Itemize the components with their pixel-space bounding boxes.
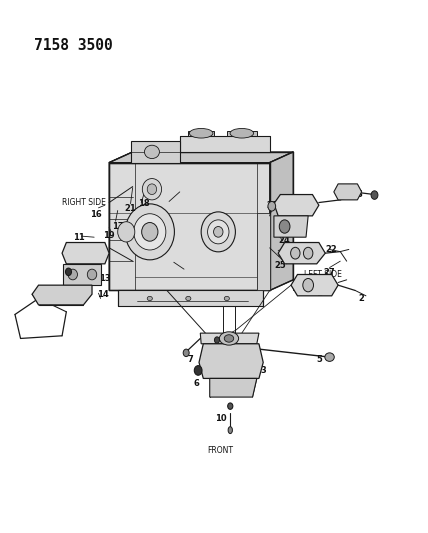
Text: 3: 3 <box>260 366 266 375</box>
Text: 19: 19 <box>103 231 115 240</box>
Text: 24: 24 <box>279 237 291 245</box>
Ellipse shape <box>201 212 235 252</box>
Text: 30: 30 <box>211 338 222 346</box>
Ellipse shape <box>147 184 157 195</box>
Text: 29: 29 <box>266 201 278 209</box>
Ellipse shape <box>186 296 191 301</box>
Ellipse shape <box>142 223 158 241</box>
Ellipse shape <box>68 269 77 280</box>
Text: 12: 12 <box>73 254 85 263</box>
Ellipse shape <box>291 247 300 259</box>
Polygon shape <box>109 152 133 290</box>
Text: 21: 21 <box>125 205 137 213</box>
Text: 1: 1 <box>316 289 322 297</box>
Text: 27: 27 <box>324 269 336 277</box>
Ellipse shape <box>214 337 220 343</box>
Ellipse shape <box>325 353 334 361</box>
Text: 20: 20 <box>62 269 74 277</box>
Polygon shape <box>131 141 180 163</box>
Text: LEFT SIDE: LEFT SIDE <box>304 270 342 279</box>
Text: 7158 3500: 7158 3500 <box>34 38 113 53</box>
Text: RIGHT SIDE: RIGHT SIDE <box>62 198 105 207</box>
Polygon shape <box>200 333 259 344</box>
Polygon shape <box>135 163 257 213</box>
Polygon shape <box>278 243 325 264</box>
Ellipse shape <box>228 426 232 434</box>
Text: 9: 9 <box>239 390 245 399</box>
Ellipse shape <box>220 332 239 345</box>
Ellipse shape <box>144 145 159 159</box>
Text: FRONT: FRONT <box>208 446 233 455</box>
Polygon shape <box>180 136 270 152</box>
Text: 4: 4 <box>235 340 241 348</box>
Text: 28: 28 <box>296 210 308 219</box>
Ellipse shape <box>118 222 135 242</box>
Ellipse shape <box>65 268 71 276</box>
Text: 16: 16 <box>90 210 102 219</box>
Polygon shape <box>210 378 257 397</box>
Ellipse shape <box>228 403 233 409</box>
Ellipse shape <box>224 335 234 342</box>
Text: 26: 26 <box>351 190 363 199</box>
Ellipse shape <box>268 201 276 211</box>
Ellipse shape <box>147 296 152 301</box>
Text: 8: 8 <box>226 343 232 352</box>
Text: 11: 11 <box>73 233 85 241</box>
Polygon shape <box>257 213 270 290</box>
Text: 15: 15 <box>69 244 81 252</box>
Ellipse shape <box>230 128 253 138</box>
Ellipse shape <box>183 349 189 357</box>
Text: 7: 7 <box>187 356 193 364</box>
Text: 5: 5 <box>316 356 322 364</box>
Ellipse shape <box>125 204 174 260</box>
Polygon shape <box>118 290 263 306</box>
Text: 10: 10 <box>214 414 226 423</box>
Text: 6: 6 <box>194 379 200 388</box>
Polygon shape <box>109 163 270 290</box>
Ellipse shape <box>194 366 202 375</box>
Ellipse shape <box>134 214 166 250</box>
Polygon shape <box>199 344 263 378</box>
Ellipse shape <box>87 269 97 280</box>
Ellipse shape <box>142 179 161 200</box>
Ellipse shape <box>279 220 290 233</box>
Polygon shape <box>109 152 293 163</box>
Polygon shape <box>334 184 362 200</box>
Polygon shape <box>63 264 101 285</box>
Polygon shape <box>32 285 92 305</box>
Ellipse shape <box>303 278 313 292</box>
Text: 23: 23 <box>283 253 295 261</box>
Ellipse shape <box>214 227 223 237</box>
Polygon shape <box>62 243 109 264</box>
Ellipse shape <box>189 128 213 138</box>
Polygon shape <box>188 131 214 136</box>
Text: 25: 25 <box>274 261 286 270</box>
Polygon shape <box>291 274 338 296</box>
Text: 13: 13 <box>99 274 111 283</box>
Ellipse shape <box>224 296 229 301</box>
Polygon shape <box>274 216 308 237</box>
Polygon shape <box>227 131 257 136</box>
Ellipse shape <box>303 247 313 259</box>
Text: 18: 18 <box>137 199 149 208</box>
Polygon shape <box>274 195 319 216</box>
Text: 2: 2 <box>359 294 365 303</box>
Polygon shape <box>270 152 293 290</box>
Ellipse shape <box>371 191 378 199</box>
Text: 17: 17 <box>112 222 124 231</box>
Text: 14: 14 <box>97 290 109 298</box>
Ellipse shape <box>208 220 229 244</box>
Text: 22: 22 <box>326 245 338 254</box>
